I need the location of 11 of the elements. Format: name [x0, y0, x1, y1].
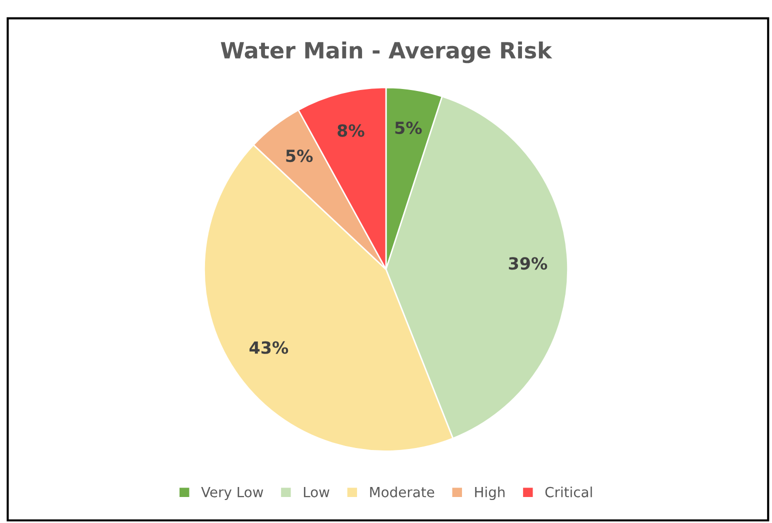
data-label: 39% — [508, 257, 548, 270]
legend-label: High — [475, 486, 505, 500]
legend-label: Very Low — [201, 487, 264, 500]
legend-label: Low — [304, 487, 330, 498]
legend-label: Moderate — [370, 486, 434, 498]
chart-title: Water Main - Average Risk — [220, 41, 552, 64]
data-label: 5% — [395, 122, 422, 134]
legend-label: Critical — [545, 486, 592, 498]
data-label: 5% — [286, 150, 313, 162]
data-label: 43% — [250, 341, 288, 354]
data-label: 8% — [338, 124, 364, 137]
